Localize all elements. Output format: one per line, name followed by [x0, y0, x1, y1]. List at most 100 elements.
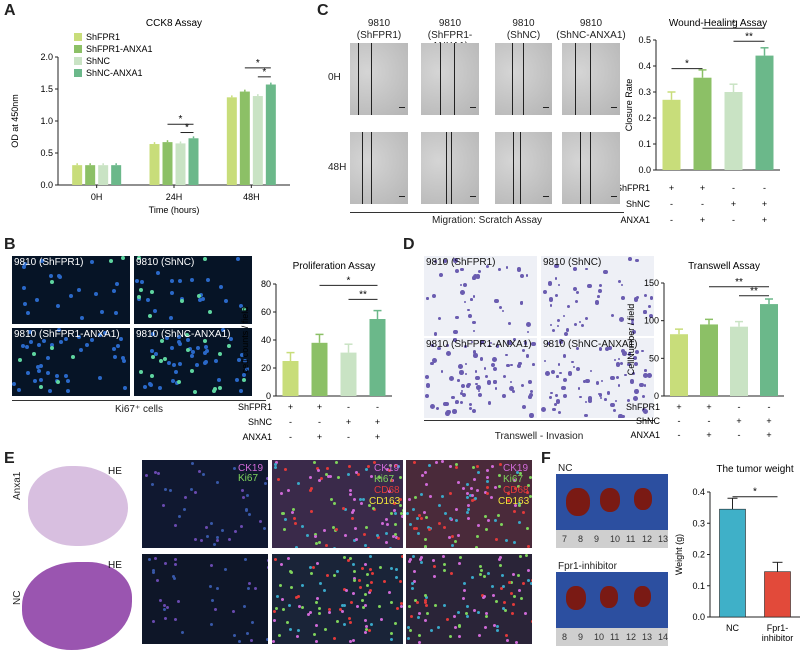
stained-cell: [385, 468, 389, 472]
significance-label: *: [732, 18, 736, 29]
invaded-cell: [644, 384, 647, 387]
stained-cell: [266, 477, 268, 481]
stained-cell: [529, 495, 532, 499]
nucleus: [166, 361, 171, 366]
stained-cell: [318, 479, 322, 483]
stained-cell: [198, 470, 202, 474]
invaded-cell: [626, 399, 630, 403]
stained-cell: [190, 488, 194, 492]
stained-cell: [336, 570, 340, 574]
ruler-number: 8: [562, 632, 568, 642]
stained-cell: [274, 460, 278, 464]
invaded-cell: [442, 402, 447, 406]
invaded-cell: [557, 410, 562, 415]
invaded-cell: [506, 340, 512, 345]
y-tick-label: 1.5: [40, 84, 53, 94]
ki67-positive-nucleus: [108, 258, 113, 263]
nucleus: [64, 374, 69, 379]
stained-cell: [347, 464, 351, 468]
stained-cell: [370, 475, 374, 479]
stained-cell: [505, 633, 509, 637]
stained-cell: [442, 603, 446, 607]
nucleus: [27, 330, 32, 335]
significance-label: **: [745, 31, 753, 42]
stained-cell: [151, 571, 155, 575]
stained-cell: [515, 470, 519, 474]
stained-cell: [238, 639, 242, 643]
stained-cell: [310, 571, 314, 575]
stained-cell: [415, 517, 419, 521]
ki67-positive-nucleus: [149, 289, 154, 294]
nucleus: [12, 381, 17, 386]
invaded-cell: [632, 396, 638, 401]
stained-cell: [154, 557, 158, 560]
stained-cell: [314, 541, 318, 545]
stained-cell: [384, 531, 388, 535]
x-tick-label: inhibitor: [762, 633, 794, 643]
stained-cell: [208, 584, 212, 588]
stained-cell: [424, 470, 428, 474]
nucleus: [66, 379, 71, 384]
stained-cell: [399, 601, 403, 605]
invaded-cell: [579, 395, 582, 399]
stained-cell: [394, 536, 398, 540]
transwell-underline: [424, 420, 654, 421]
invaded-cell: [643, 408, 649, 414]
y-axis-label: Weight (g): [674, 534, 684, 575]
stained-cell: [316, 562, 320, 566]
bar: [662, 99, 681, 170]
stained-cell: [487, 571, 491, 575]
stained-cell: [473, 477, 477, 481]
nucleus: [204, 348, 209, 353]
stained-cell: [524, 554, 528, 558]
ki67-image: [134, 328, 252, 396]
stained-cell: [352, 498, 356, 502]
stained-cell: [327, 475, 331, 479]
y-tick-label: 0.0: [40, 180, 53, 190]
stained-cell: [294, 546, 298, 548]
nucleus: [202, 360, 207, 365]
stained-cell: [350, 511, 354, 515]
ruler-number: 11: [626, 534, 636, 544]
scratch-column-label: (ShNC): [506, 30, 541, 41]
ki67-positive-nucleus: [192, 389, 197, 394]
table-sign: -: [678, 416, 681, 426]
stained-cell: [450, 543, 454, 547]
ki67-positive-nucleus: [150, 355, 155, 360]
nucleus: [135, 279, 140, 284]
table-row-label: ShNC: [248, 417, 273, 427]
stained-cell: [365, 572, 369, 576]
y-tick-label: 1.0: [40, 116, 53, 126]
ki67-image-label: 9810 (ShFPR1): [14, 257, 84, 268]
ruler-number: 7: [562, 534, 568, 544]
ki67-positive-nucleus: [218, 386, 223, 391]
table-sign: -: [289, 417, 292, 427]
transwell-image: [541, 338, 654, 418]
invaded-cell: [524, 341, 528, 345]
invaded-cell: [574, 299, 579, 304]
nucleus: [149, 349, 154, 354]
invaded-cell: [470, 298, 473, 301]
nucleus: [39, 363, 44, 368]
nucleus: [64, 336, 69, 341]
significance-label: **: [750, 286, 758, 297]
stained-cell: [319, 477, 323, 481]
invaded-cell: [584, 400, 587, 403]
invaded-cell: [490, 341, 493, 345]
panel-label-e: E: [4, 450, 15, 467]
nucleus: [155, 271, 160, 276]
scratch-line: [358, 43, 359, 115]
stained-cell: [296, 594, 300, 598]
stained-cell: [507, 498, 511, 502]
stained-cell: [484, 615, 488, 619]
stained-cell: [406, 512, 410, 516]
stained-cell: [362, 605, 366, 609]
stained-cell: [293, 516, 297, 520]
stained-cell: [147, 558, 151, 562]
invaded-cell: [472, 294, 476, 298]
invaded-cell: [571, 360, 574, 364]
invaded-cell: [566, 329, 570, 333]
invaded-cell: [477, 392, 483, 398]
table-row-label: ShFPR1: [238, 402, 272, 412]
invaded-cell: [425, 394, 429, 399]
